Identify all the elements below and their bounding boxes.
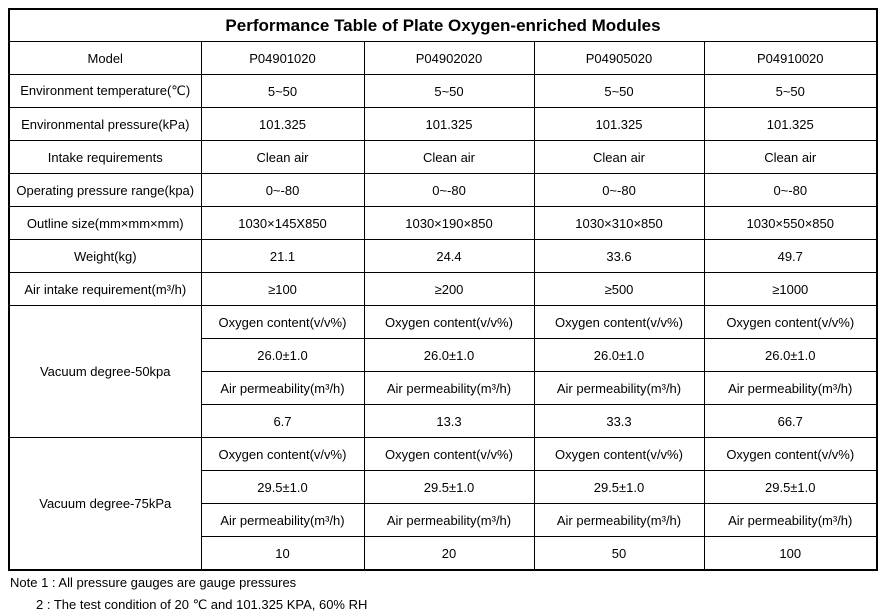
value-cell: ≥500: [533, 272, 705, 306]
value-cell: ≥1000: [703, 272, 878, 306]
section-cell: 20: [363, 536, 535, 571]
footnotes: Note 1 : All pressure gauges are gauge p…: [10, 572, 367, 612]
section-cell: Oxygen content(v/v%): [533, 305, 705, 339]
table-row-operating-pressure-range: Operating pressure range(kpa) 0~-80 0~-8…: [8, 173, 878, 207]
value-cell: Clean air: [703, 140, 878, 174]
value-cell: Clean air: [200, 140, 365, 174]
row-label: Environmental pressure(kPa): [8, 107, 202, 141]
row-label: Air intake requirement(m³/h): [8, 272, 202, 306]
section-cell: Air permeability(m³/h): [533, 503, 705, 537]
value-cell: Clean air: [533, 140, 705, 174]
section-cell: 10: [200, 536, 365, 571]
section-cell: 50: [533, 536, 705, 571]
model-row: Model P04901020 P04902020 P04905020 P049…: [8, 41, 878, 75]
value-cell: 5~50: [703, 74, 878, 108]
value-cell: 101.325: [703, 107, 878, 141]
section-50kpa-row-permeability-values: 6.7 13.3 33.3 66.7: [9, 404, 878, 438]
value-cell: 0~-80: [703, 173, 878, 207]
section-cell: Air permeability(m³/h): [363, 371, 535, 405]
value-cell: 1030×190×850: [363, 206, 535, 240]
section-cell: Air permeability(m³/h): [363, 503, 535, 537]
table-row-weight: Weight(kg) 21.1 24.4 33.6 49.7: [8, 239, 878, 273]
section-75kpa-row-oxygen-values: 29.5±1.0 29.5±1.0 29.5±1.0 29.5±1.0: [9, 470, 878, 504]
value-cell: ≥100: [200, 272, 365, 306]
section-cell: Oxygen content(v/v%): [363, 305, 535, 339]
section-cell: 13.3: [363, 404, 535, 438]
section-cell: Air permeability(m³/h): [703, 371, 878, 405]
section-cell: Air permeability(m³/h): [703, 503, 878, 537]
section-50kpa-row-oxygen-header: Vacuum degree-50kpa Oxygen content(v/v%)…: [8, 305, 878, 438]
section-cell: 29.5±1.0: [363, 470, 535, 504]
section-cell: Air permeability(m³/h): [533, 371, 705, 405]
section-75kpa-row-permeability-header: Air permeability(m³/h) Air permeability(…: [9, 503, 878, 537]
value-cell: 0~-80: [363, 173, 535, 207]
table-row-environment-temperature: Environment temperature(℃) 5~50 5~50 5~5…: [8, 74, 878, 108]
row-label: Outline size(mm×mm×mm): [8, 206, 202, 240]
section-cell: 6.7: [200, 404, 365, 438]
table-row-environmental-pressure: Environmental pressure(kPa) 101.325 101.…: [8, 107, 878, 141]
section-75kpa-row-oxygen-header: Vacuum degree-75kPa Oxygen content(v/v%)…: [8, 437, 878, 571]
section-label-vacuum-75kpa: Vacuum degree-75kPa: [8, 437, 202, 571]
model-cell: P04910020: [703, 41, 878, 75]
section-cell: Oxygen content(v/v%): [703, 437, 878, 471]
value-cell: ≥200: [363, 272, 535, 306]
table-row-intake-requirements: Intake requirements Clean air Clean air …: [8, 140, 878, 174]
section-cell: Oxygen content(v/v%): [200, 305, 365, 339]
value-cell: 0~-80: [200, 173, 365, 207]
table-row-outline-size: Outline size(mm×mm×mm) 1030×145X850 1030…: [8, 206, 878, 240]
value-cell: 5~50: [363, 74, 535, 108]
section-cell: 29.5±1.0: [533, 470, 705, 504]
section-cell: Oxygen content(v/v%): [703, 305, 878, 339]
section-cell: 33.3: [533, 404, 705, 438]
model-cell: P04905020: [533, 41, 705, 75]
value-cell: 5~50: [533, 74, 705, 108]
row-label: Environment temperature(℃): [8, 74, 202, 108]
model-cell: P04902020: [363, 41, 535, 75]
section-cell: 66.7: [703, 404, 878, 438]
section-cell: 26.0±1.0: [200, 338, 365, 372]
section-cell: Air permeability(m³/h): [200, 503, 365, 537]
table-title: Performance Table of Plate Oxygen-enrich…: [8, 8, 878, 42]
title-row: Performance Table of Plate Oxygen-enrich…: [8, 8, 878, 42]
value-cell: Clean air: [363, 140, 535, 174]
model-row-label: Model: [8, 41, 202, 75]
value-cell: 101.325: [363, 107, 535, 141]
value-cell: 21.1: [200, 239, 365, 273]
section-cell: 26.0±1.0: [533, 338, 705, 372]
section-cell: 29.5±1.0: [703, 470, 878, 504]
section-label-vacuum-50kpa: Vacuum degree-50kpa: [8, 305, 202, 438]
value-cell: 24.4: [363, 239, 535, 273]
section-cell: Oxygen content(v/v%): [200, 437, 365, 471]
section-cell: Oxygen content(v/v%): [363, 437, 535, 471]
note-line-2: 2 : The test condition of 20 ℃ and 101.3…: [36, 597, 368, 612]
section-cell: 26.0±1.0: [363, 338, 535, 372]
section-cell: 29.5±1.0: [200, 470, 365, 504]
value-cell: 5~50: [200, 74, 365, 108]
value-cell: 33.6: [533, 239, 705, 273]
row-label: Weight(kg): [8, 239, 202, 273]
value-cell: 0~-80: [533, 173, 705, 207]
table-row-air-intake-requirement: Air intake requirement(m³/h) ≥100 ≥200 ≥…: [8, 272, 878, 306]
value-cell: 101.325: [533, 107, 705, 141]
section-75kpa-row-permeability-values: 10 20 50 100: [9, 536, 878, 571]
value-cell: 1030×310×850: [533, 206, 705, 240]
section-50kpa-row-oxygen-values: 26.0±1.0 26.0±1.0 26.0±1.0 26.0±1.0: [9, 338, 878, 372]
section-cell: Air permeability(m³/h): [200, 371, 365, 405]
value-cell: 1030×145X850: [200, 206, 365, 240]
performance-table: Performance Table of Plate Oxygen-enrich…: [8, 8, 879, 571]
section-50kpa-row-permeability-header: Air permeability(m³/h) Air permeability(…: [9, 371, 878, 405]
section-cell: Oxygen content(v/v%): [533, 437, 705, 471]
note-line-1: Note 1 : All pressure gauges are gauge p…: [10, 575, 297, 590]
model-cell: P04901020: [200, 41, 365, 75]
value-cell: 101.325: [200, 107, 365, 141]
value-cell: 49.7: [703, 239, 878, 273]
value-cell: 1030×550×850: [703, 206, 878, 240]
row-label: Operating pressure range(kpa): [8, 173, 202, 207]
section-cell: 26.0±1.0: [703, 338, 878, 372]
row-label: Intake requirements: [8, 140, 202, 174]
section-cell: 100: [703, 536, 878, 571]
